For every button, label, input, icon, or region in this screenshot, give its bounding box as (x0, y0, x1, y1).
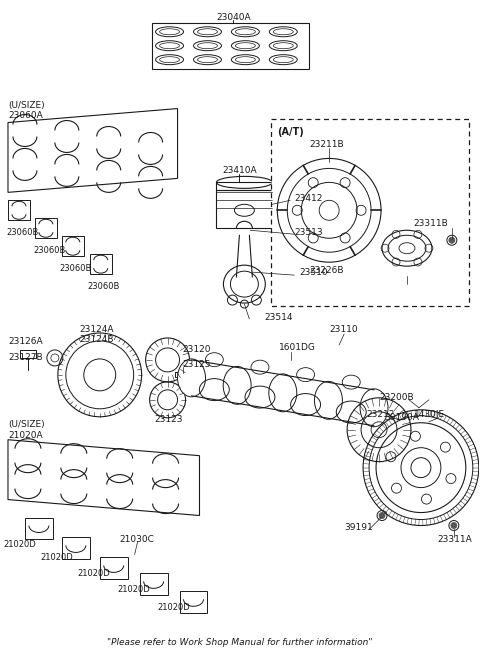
Text: 21020D: 21020D (157, 602, 191, 612)
Text: 23513: 23513 (294, 228, 323, 237)
Text: "Please refer to Work Shop Manual for further information": "Please refer to Work Shop Manual for fu… (107, 638, 372, 646)
Bar (216, 183, 272, 191)
Text: 23124A: 23124A (80, 325, 114, 334)
Text: 21020D: 21020D (3, 540, 36, 549)
Text: (U/SIZE): (U/SIZE) (8, 101, 45, 110)
Text: 23124B: 23124B (80, 336, 114, 344)
Circle shape (451, 522, 457, 528)
Ellipse shape (314, 381, 342, 419)
Text: 23412: 23412 (294, 194, 323, 203)
Circle shape (379, 512, 385, 518)
Text: 39190A: 39190A (384, 413, 419, 422)
Text: 21020D: 21020D (118, 585, 150, 594)
Text: 23211B: 23211B (309, 140, 344, 149)
Bar (140, 574, 168, 595)
Text: 23212: 23212 (366, 410, 395, 419)
Text: 23226B: 23226B (309, 265, 344, 275)
Text: 21020D: 21020D (40, 553, 72, 562)
Ellipse shape (360, 389, 388, 427)
Bar (152, 23, 309, 69)
Ellipse shape (223, 367, 251, 404)
Text: 21020D: 21020D (78, 569, 110, 578)
Text: 23311A: 23311A (437, 535, 472, 544)
Text: 23060B: 23060B (88, 282, 120, 290)
Bar (35, 218, 57, 238)
Text: 23127B: 23127B (8, 353, 43, 363)
Text: 1601DG: 1601DG (279, 344, 316, 352)
Text: 23126A: 23126A (8, 338, 43, 346)
Text: 23125: 23125 (182, 361, 211, 369)
Bar (62, 237, 84, 256)
Bar (180, 591, 207, 613)
Ellipse shape (269, 374, 297, 412)
Ellipse shape (178, 359, 205, 397)
Circle shape (449, 237, 455, 243)
Text: 23060B: 23060B (6, 228, 38, 237)
Text: 23514: 23514 (264, 313, 293, 321)
Bar (100, 557, 128, 579)
Bar (25, 518, 53, 539)
Text: 23110: 23110 (329, 325, 358, 334)
Text: 1430JE: 1430JE (414, 410, 445, 419)
Text: 21020A: 21020A (8, 431, 43, 440)
Bar (8, 200, 30, 220)
Bar (62, 537, 90, 559)
Text: 23060A: 23060A (8, 111, 43, 120)
Bar (274, 200, 296, 208)
Bar (175, 372, 184, 377)
Text: (A/T): (A/T) (277, 127, 304, 137)
Text: 23040A: 23040A (216, 13, 251, 22)
Text: 23410A: 23410A (222, 166, 257, 175)
Bar (20, 350, 36, 358)
Text: (U/SIZE): (U/SIZE) (8, 420, 45, 429)
Text: 23510: 23510 (299, 267, 328, 277)
Text: 39191: 39191 (344, 523, 373, 532)
Text: 23060B: 23060B (33, 246, 65, 255)
Text: 23060B: 23060B (60, 263, 92, 273)
Bar (216, 191, 272, 228)
Text: 23123: 23123 (155, 415, 183, 424)
Text: 23311B: 23311B (413, 219, 448, 228)
Text: 23120: 23120 (182, 346, 211, 354)
FancyBboxPatch shape (271, 118, 469, 306)
Text: 23200B: 23200B (379, 394, 414, 402)
Bar (90, 254, 112, 274)
Text: 21030C: 21030C (120, 535, 155, 544)
